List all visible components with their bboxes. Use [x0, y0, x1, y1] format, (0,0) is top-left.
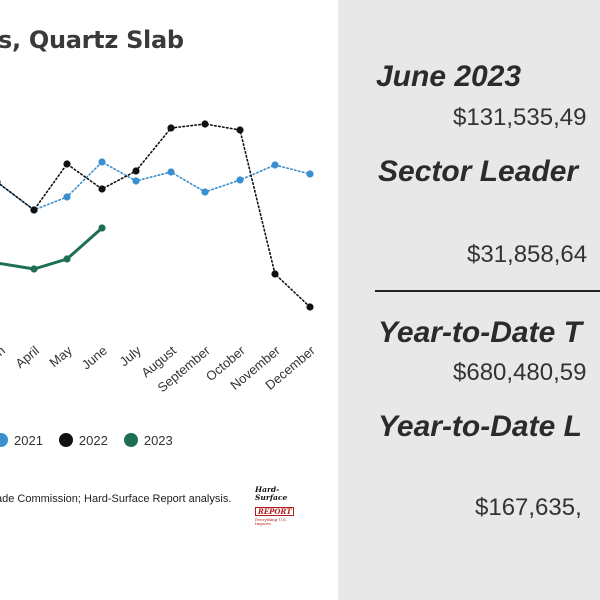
june-2023-value: $131,535,49 [453, 104, 587, 131]
point-2023-may [63, 255, 71, 263]
series-line-2022 [0, 123, 311, 308]
point-2021-november [271, 161, 279, 169]
series-line-2023 [0, 226, 104, 271]
june-2023-heading: June 2023 [376, 60, 522, 93]
line-chart-plot: n April May June JulyAugustSeptemberOctoberN… [0, 120, 318, 395]
point-2021-june [98, 158, 106, 166]
sector-leader-value: $31,858,64 [467, 241, 588, 268]
x-tick-july: July [117, 342, 145, 369]
point-2022-april [30, 206, 38, 214]
chart-title: s, Quartz Slab [0, 26, 184, 54]
point-2021-may [63, 193, 71, 201]
x-tick-n: n [0, 343, 8, 359]
point-2022-may [63, 160, 71, 168]
legend-item-2022: 2022 [58, 432, 108, 448]
stats-panel: June 2023 $131,535,49 Sector Leader $31,… [338, 0, 600, 600]
point-2021-august [167, 168, 175, 176]
logo-line-2: REPORT [255, 507, 295, 516]
point-2023-april [30, 265, 38, 273]
legend-item-2021: 2021 [0, 433, 43, 448]
point-2022-march-partial [0, 180, 1, 184]
legend-label-2021: 2021 [14, 432, 43, 448]
legend-label-2022: 2022 [78, 432, 108, 448]
source-note: ade Commission; Hard-Surface Report anal… [0, 493, 232, 505]
ytd-total-heading: Year-to-Date T [378, 316, 582, 349]
point-2021-december [306, 170, 314, 178]
point-2022-november [271, 270, 279, 278]
point-2022-july [132, 167, 140, 175]
logo-line-1: Hard-Surface [255, 485, 288, 502]
point-2022-june [98, 185, 106, 193]
logo-line-3: Everything U.S. Imports [255, 517, 287, 526]
point-2023-june [98, 224, 106, 232]
point-2022-december [306, 303, 314, 311]
ytd-leader-heading: Year-to-Date L [378, 410, 582, 443]
point-2021-september [201, 188, 209, 196]
point-2021-july [132, 177, 140, 185]
point-2022-september [201, 120, 209, 128]
x-tick-may: May [46, 342, 75, 370]
x-tick-june: June [79, 343, 110, 373]
stats-divider [375, 290, 600, 292]
x-tick-april: April [12, 343, 42, 371]
legend-label-2023: 2023 [143, 432, 173, 448]
point-2022-october [236, 126, 244, 134]
ytd-leader-value: $167,635, [475, 494, 582, 521]
series-line-2021 [0, 161, 311, 211]
sector-leader-heading: Sector Leader [378, 155, 579, 188]
legend-item-2023: 2023 [123, 432, 173, 448]
legend-swatch-2021 [0, 433, 8, 447]
ytd-total-value: $680,480,59 [453, 359, 587, 386]
legend-swatch-2022 [58, 433, 73, 447]
point-2021-october [236, 176, 244, 184]
chart-legend: 2021 2022 2023 [0, 430, 189, 450]
hard-surface-report-logo: Hard-Surface REPORT Everything U.S. Impo… [255, 485, 301, 526]
chart-panel: s, Quartz Slab n April May June July August Se… [0, 26, 319, 526]
legend-swatch-2023 [123, 433, 138, 447]
point-2022-august [167, 124, 175, 132]
